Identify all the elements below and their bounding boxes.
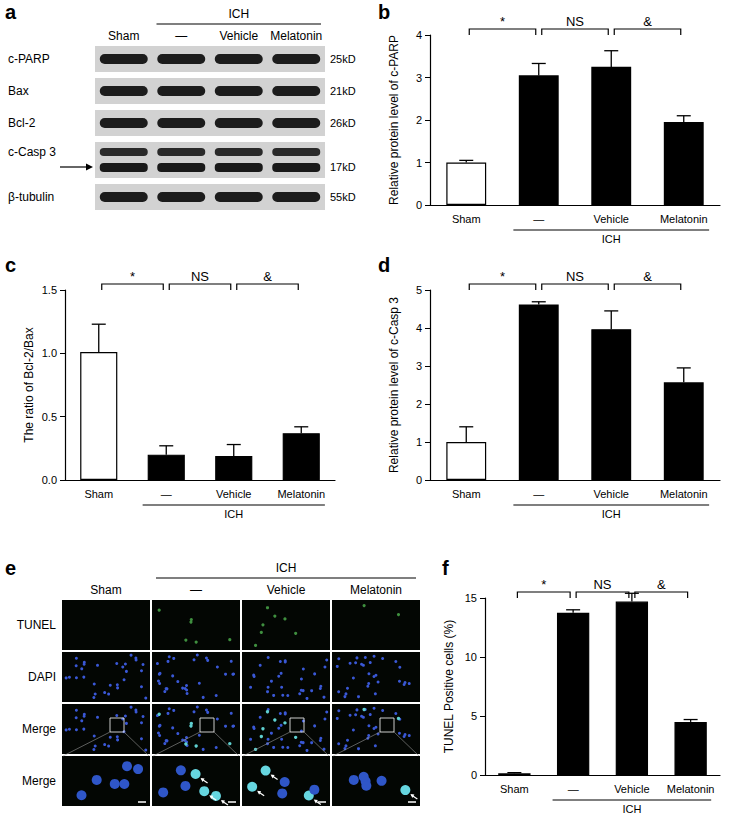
svg-text:—: — (175, 29, 187, 43)
svg-text:Sham: Sham (90, 583, 121, 597)
svg-text:0.0: 0.0 (42, 474, 57, 486)
svg-text:Vehicle: Vehicle (614, 783, 649, 795)
svg-text:NS: NS (566, 14, 584, 29)
svg-text:Melatonin: Melatonin (270, 29, 322, 43)
svg-text:21kD: 21kD (330, 85, 356, 97)
svg-text:1: 1 (416, 436, 422, 448)
svg-text:*: * (500, 269, 505, 284)
svg-text:15: 15 (465, 592, 477, 604)
svg-text:&: & (263, 269, 272, 284)
svg-text:ICH: ICH (602, 233, 621, 245)
svg-text:1: 1 (416, 157, 422, 169)
svg-text:Relative protein level of c-PA: Relative protein level of c-PARP (387, 35, 401, 205)
svg-text:ICH: ICH (276, 561, 297, 575)
svg-text:Sham: Sham (84, 488, 113, 500)
svg-text:—: — (533, 213, 544, 225)
svg-text:Melatonin: Melatonin (667, 783, 715, 795)
svg-text:DAPI: DAPI (28, 670, 56, 684)
svg-text:Vehicle: Vehicle (216, 488, 251, 500)
svg-text:0: 0 (416, 474, 422, 486)
svg-text:Bcl-2: Bcl-2 (8, 116, 36, 130)
svg-text:17kD: 17kD (330, 161, 356, 173)
svg-text:β-tubulin: β-tubulin (8, 190, 54, 204)
svg-text:*: * (130, 269, 135, 284)
svg-text:Melatonin: Melatonin (660, 488, 708, 500)
svg-text:&: & (643, 14, 652, 29)
svg-text:3: 3 (416, 360, 422, 372)
svg-text:TUNEL: TUNEL (17, 618, 57, 632)
svg-text:f: f (442, 557, 449, 579)
svg-text:c-Casp 3: c-Casp 3 (8, 145, 56, 159)
svg-text:Sham: Sham (500, 783, 529, 795)
svg-text:0: 0 (471, 769, 477, 781)
svg-text:4: 4 (416, 29, 422, 41)
svg-text:55kD: 55kD (330, 191, 356, 203)
svg-text:c: c (5, 254, 16, 276)
svg-text:a: a (5, 1, 17, 23)
svg-text:3: 3 (416, 72, 422, 84)
svg-text:0.5: 0.5 (42, 411, 57, 423)
svg-text:10: 10 (465, 651, 477, 663)
svg-text:The ratio of Bcl-2/Bax: The ratio of Bcl-2/Bax (22, 327, 36, 442)
svg-text:25kD: 25kD (330, 53, 356, 65)
svg-text:Vehicle: Vehicle (267, 583, 306, 597)
svg-text:&: & (643, 269, 652, 284)
svg-text:NS: NS (566, 269, 584, 284)
svg-text:*: * (541, 577, 546, 592)
svg-text:Sham: Sham (452, 488, 481, 500)
svg-text:Merge: Merge (22, 722, 56, 736)
svg-text:ICH: ICH (228, 7, 249, 21)
svg-text:*: * (500, 14, 505, 29)
svg-text:—: — (533, 488, 544, 500)
svg-text:Merge: Merge (22, 774, 56, 788)
svg-text:ICH: ICH (622, 803, 641, 815)
svg-text:5: 5 (416, 284, 422, 296)
svg-text:Melatonin: Melatonin (660, 213, 708, 225)
svg-text:2: 2 (416, 398, 422, 410)
svg-text:Vehicle: Vehicle (594, 213, 629, 225)
svg-text:NS: NS (191, 269, 209, 284)
svg-text:ICH: ICH (602, 508, 621, 520)
svg-text:TUNEL Positive cells (%): TUNEL Positive cells (%) (442, 620, 456, 754)
svg-text:2: 2 (416, 114, 422, 126)
svg-text:Sham: Sham (108, 29, 139, 43)
svg-text:26kD: 26kD (330, 117, 356, 129)
svg-text:Bax: Bax (8, 84, 29, 98)
svg-text:d: d (378, 254, 390, 276)
svg-text:Melatonin: Melatonin (277, 488, 325, 500)
svg-text:5: 5 (471, 710, 477, 722)
svg-text:e: e (5, 557, 16, 579)
svg-text:Vehicle: Vehicle (219, 29, 258, 43)
svg-text:1.0: 1.0 (42, 347, 57, 359)
svg-text:4: 4 (416, 322, 422, 334)
svg-text:—: — (161, 488, 172, 500)
svg-text:c-PARP: c-PARP (8, 52, 50, 66)
svg-text:Sham: Sham (452, 213, 481, 225)
svg-text:ICH: ICH (224, 508, 243, 520)
svg-text:NS: NS (593, 577, 611, 592)
svg-text:0: 0 (416, 199, 422, 211)
svg-text:1.5: 1.5 (42, 284, 57, 296)
svg-text:Melatonin: Melatonin (350, 583, 402, 597)
svg-text:—: — (190, 583, 202, 597)
svg-text:b: b (378, 1, 390, 23)
svg-text:Vehicle: Vehicle (594, 488, 629, 500)
svg-text:Relative protein level of c-Ca: Relative protein level of c-Casp 3 (387, 297, 401, 473)
svg-text:&: & (657, 577, 666, 592)
svg-text:—: — (568, 783, 579, 795)
